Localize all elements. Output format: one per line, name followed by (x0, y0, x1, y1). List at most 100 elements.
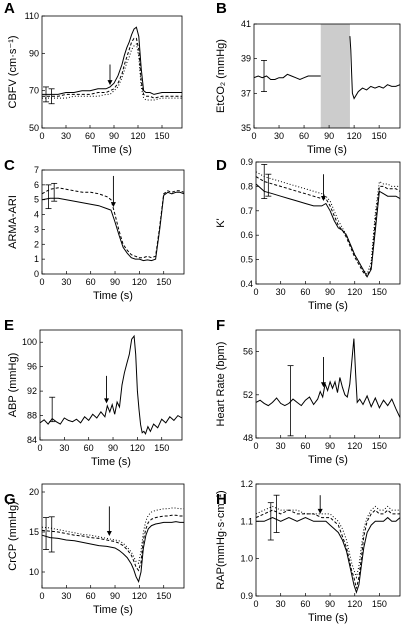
etco2-ytick-label-35: 35 (241, 123, 251, 133)
abp-ytick-label-84: 84 (27, 435, 37, 445)
abp-ytick-label-88: 88 (27, 411, 37, 421)
kprime-y-axis-title: K' (215, 218, 227, 227)
cbfv-xtick-label-30: 30 (61, 131, 71, 141)
etco2-shaded-region (320, 24, 350, 128)
etco2-plot-frame (253, 23, 401, 129)
hr-ytick-label-56: 56 (243, 347, 253, 357)
cbfv-ytick-label-110: 110 (25, 11, 39, 21)
kprime-ytick-label-0.8: 0.8 (240, 181, 253, 191)
arma-xtick-label-0: 0 (39, 277, 44, 287)
rap-series-dotted-line-2 (255, 505, 400, 580)
hr-xtick-label-30: 30 (276, 441, 286, 451)
kprime-ytick-label-0.7: 0.7 (240, 206, 253, 216)
etco2-x-axis-title: Time (s) (307, 144, 347, 156)
rap-ytick-label-0.9: 0.9 (240, 591, 253, 601)
abp-xtick-label-90: 90 (108, 443, 118, 453)
crcp-xtick-label-30: 30 (61, 591, 71, 601)
rap-ytick-label-1: 1.0 (240, 554, 253, 564)
arma-xtick-label-150: 150 (156, 277, 171, 287)
crcp-xtick-label-0: 0 (39, 591, 44, 601)
hr-plot-frame (255, 329, 401, 439)
abp-xtick-label-60: 60 (84, 443, 94, 453)
arma-plot-frame (41, 169, 185, 275)
kprime-xtick-label-30: 30 (276, 287, 286, 297)
crcp-xtick-label-90: 90 (110, 591, 120, 601)
crcp-ytick-label-10: 10 (29, 567, 39, 577)
crcp-xtick-label-60: 60 (86, 591, 96, 601)
crcp-series-dotted-line-2 (41, 507, 184, 565)
cbfv-ytick-label-90: 90 (29, 48, 39, 58)
hr-x-axis-title: Time (s) (308, 454, 348, 466)
arma-xtick-label-120: 120 (132, 277, 147, 287)
abp-panel-label: E (4, 317, 14, 334)
arma-ytick-label-0: 0 (34, 269, 39, 279)
crcp-panel-label: G (4, 491, 16, 508)
cbfv-series-dashed-line-1 (42, 37, 182, 99)
arma-xtick-label-60: 60 (86, 277, 96, 287)
crcp-ytick-label-20: 20 (29, 487, 39, 497)
rap-panel-label: H (216, 491, 227, 508)
abp-series-solid-line-0 (39, 334, 183, 436)
kprime-xtick-label-60: 60 (300, 287, 310, 297)
cbfv-series-dotted-line-2 (42, 43, 182, 101)
rap-plot-frame (255, 483, 401, 597)
cbfv-xtick-label-120: 120 (130, 131, 145, 141)
abp-ytick-label-92: 92 (27, 386, 37, 396)
etco2-xtick-label-0: 0 (251, 131, 256, 141)
abp-xtick-label-30: 30 (59, 443, 69, 453)
arma-series-solid-line-0 (41, 191, 185, 262)
etco2-panel-label: B (216, 0, 227, 17)
crcp-plot-frame (41, 483, 185, 589)
kprime-x-axis-title: Time (s) (308, 300, 348, 312)
kprime-ytick-label-0.6: 0.6 (240, 230, 253, 240)
kprime-series-solid-line-0 (255, 183, 401, 278)
rap-xtick-label-0: 0 (253, 599, 258, 609)
arma-xtick-label-90: 90 (110, 277, 120, 287)
cbfv-xtick-label-90: 90 (109, 131, 119, 141)
rap-xtick-label-30: 30 (276, 599, 286, 609)
crcp-y-axis-title: CrCP (mmHg) (7, 501, 19, 570)
kprime-xtick-label-0: 0 (253, 287, 258, 297)
arma-arrow-head (110, 202, 116, 208)
etco2-ytick-label-37: 37 (241, 88, 251, 98)
arma-panel-label: C (4, 157, 15, 174)
rap-xtick-label-150: 150 (372, 599, 387, 609)
cbfv-ytick-label-50: 50 (29, 123, 39, 133)
cbfv-xtick-label-60: 60 (85, 131, 95, 141)
abp-arrow-head (104, 398, 110, 404)
kprime-xtick-label-150: 150 (372, 287, 387, 297)
arma-xtick-label-30: 30 (61, 277, 71, 287)
crcp-arrow-head (106, 531, 112, 536)
etco2-xtick-label-150: 150 (372, 131, 387, 141)
crcp-series-dashed-line-1 (41, 514, 184, 572)
hr-series-solid-line-0 (255, 338, 401, 418)
cbfv-ytick-label-70: 70 (29, 86, 39, 96)
etco2-xtick-label-30: 30 (274, 131, 284, 141)
cbfv-xtick-label-0: 0 (39, 131, 44, 141)
kprime-ytick-label-0.9: 0.9 (240, 157, 253, 167)
rap-series-dashed-line-1 (255, 509, 400, 589)
arma-x-axis-title: Time (s) (93, 290, 133, 302)
arma-series-dashed-line-1 (41, 187, 185, 259)
rap-arrow-head (317, 508, 323, 514)
hr-xtick-label-0: 0 (253, 441, 258, 451)
abp-xtick-label-150: 150 (154, 443, 169, 453)
etco2-xtick-label-120: 120 (347, 131, 362, 141)
arma-ytick-label-6: 6 (34, 180, 39, 190)
hr-ytick-label-52: 52 (243, 390, 253, 400)
rap-y-axis-title: RAP(mmHg·s·cm⁻¹) (215, 490, 227, 589)
arma-ytick-label-2: 2 (34, 239, 39, 249)
hr-xtick-label-90: 90 (325, 441, 335, 451)
arma-y-axis-title: ARMA-ARI (7, 195, 19, 249)
hr-xtick-label-60: 60 (300, 441, 310, 451)
crcp-x-axis-title: Time (s) (93, 604, 133, 616)
crcp-xtick-label-120: 120 (132, 591, 147, 601)
crcp-series-solid-line-0 (41, 521, 184, 583)
etco2-ytick-label-41: 41 (241, 19, 251, 29)
arma-ytick-label-1: 1 (34, 254, 39, 264)
etco2-xtick-label-60: 60 (299, 131, 309, 141)
abp-xtick-label-120: 120 (130, 443, 145, 453)
hr-xtick-label-120: 120 (347, 441, 362, 451)
kprime-ytick-label-0.5: 0.5 (240, 255, 253, 265)
